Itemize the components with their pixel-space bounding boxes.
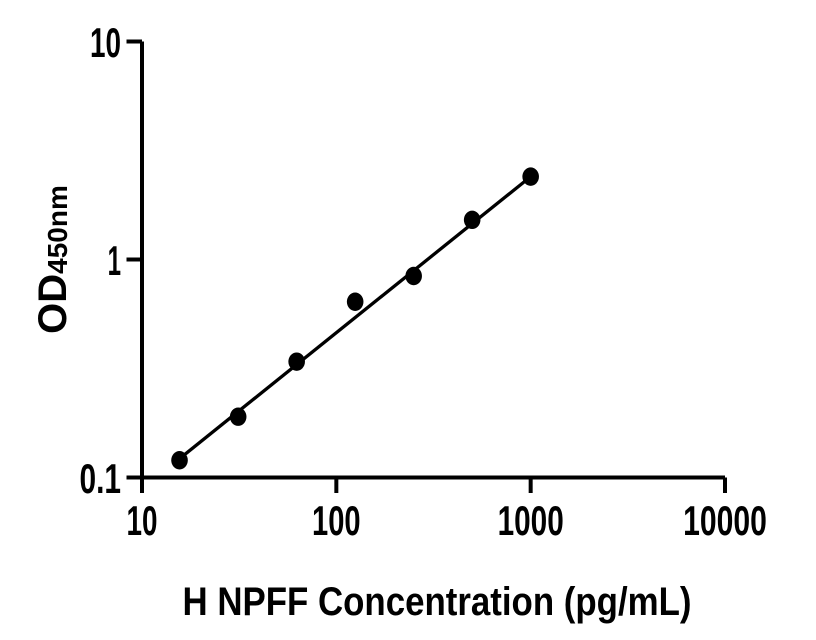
data-point: [229, 407, 247, 426]
tick-labels-layer: 0.1 1 10 10 100 1000 10000: [80, 19, 767, 544]
y-axis-title-main: OD: [31, 274, 75, 334]
y-axis-title-subscript: 450nm: [42, 185, 73, 274]
y-axis-title: OD450nm: [31, 185, 75, 334]
data-point: [288, 352, 305, 371]
axis-frame: [140, 41, 725, 480]
data-point: [171, 451, 188, 470]
x-tick-label: 10: [127, 497, 158, 544]
data-point: [405, 266, 422, 286]
axes-layer: [140, 41, 725, 480]
x-tick-label: 10000: [683, 497, 767, 544]
ticks-layer: [126, 39, 727, 493]
y-tick-label: 10: [90, 19, 121, 66]
x-tick-label: 1000: [498, 497, 564, 544]
y-tick-label: 0.1: [80, 455, 122, 502]
y-tick-label: 1: [108, 237, 121, 284]
data-point: [463, 210, 481, 230]
x-axis-title: H NPFF Concentration (pg/mL): [183, 580, 692, 624]
data-point: [346, 292, 364, 311]
data-point: [522, 167, 539, 186]
plot-layer: [171, 167, 539, 470]
x-tick-label: 100: [312, 497, 361, 544]
